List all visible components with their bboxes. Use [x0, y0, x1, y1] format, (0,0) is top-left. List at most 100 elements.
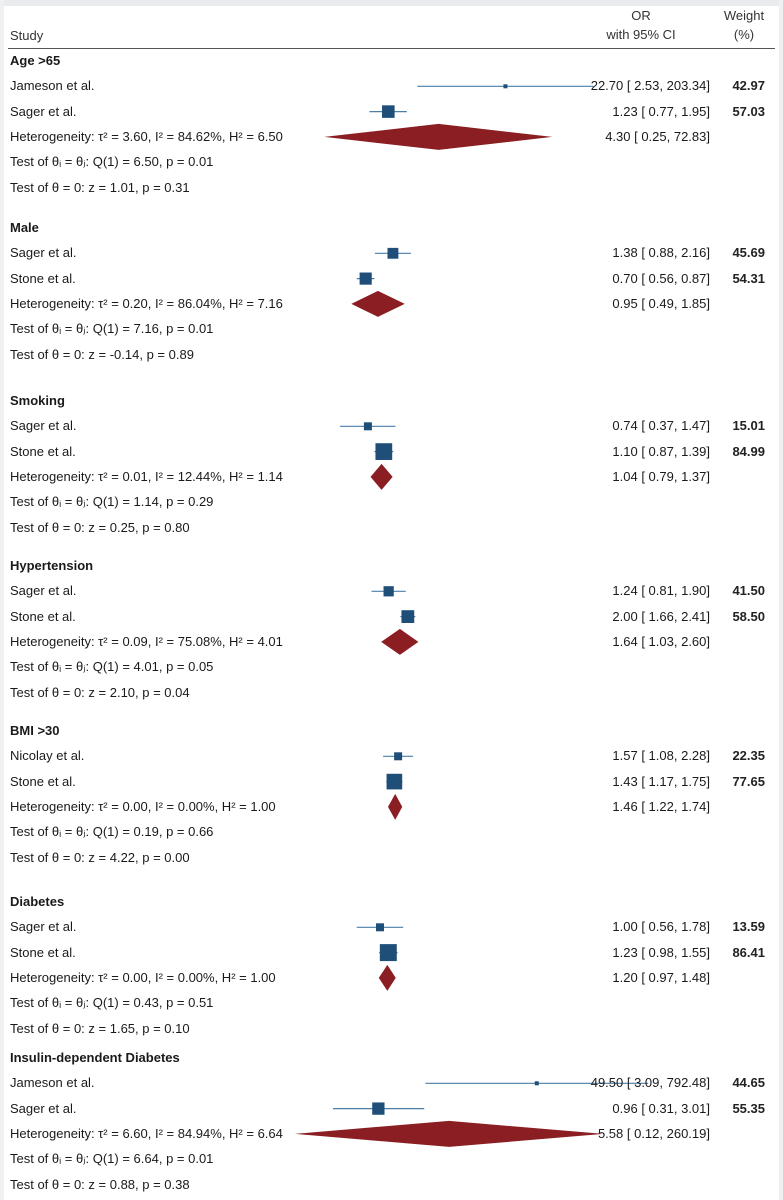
study-weight: 13.59 — [732, 919, 765, 935]
study-marker — [401, 610, 415, 623]
study-marker — [534, 1081, 539, 1086]
summary-diamond — [324, 123, 553, 150]
study-weight: 77.65 — [732, 773, 765, 789]
study-marker — [387, 247, 399, 259]
study-name: Stone et al. — [10, 773, 76, 789]
group-title: Hypertension — [10, 558, 94, 573]
heterogeneity-stats: Heterogeneity: τ² = 6.60, I² = 84.94%, H… — [10, 1125, 283, 1141]
summary-or-ci: 4.30 [ 0.25, 72.83] — [605, 128, 710, 144]
study-name: Jameson et al. — [10, 78, 95, 94]
study-weight: 55.35 — [732, 1100, 765, 1116]
study-name: Sager et al. — [10, 103, 77, 119]
group-title: Insulin-dependent Diabetes — [10, 1050, 180, 1065]
study-weight: 45.69 — [732, 245, 765, 261]
study-name: Stone et al. — [10, 443, 76, 459]
study-name: Jameson et al. — [10, 1075, 95, 1091]
header-or-label: OR — [631, 8, 651, 23]
study-or-ci: 1.57 [ 1.08, 2.28] — [612, 748, 710, 764]
study-name: Sager et al. — [10, 919, 77, 935]
test-heterogeneity: Test of θᵢ = θⱼ: Q(1) = 1.14, p = 0.29 — [10, 494, 214, 510]
summary-diamond — [378, 964, 396, 991]
group-title: Diabetes — [10, 894, 65, 909]
test-overall-effect: Test of θ = 0: z = 1.01, p = 0.31 — [10, 179, 190, 195]
study-marker — [372, 1102, 385, 1115]
header-study-label: Study — [10, 28, 44, 43]
test-overall-effect: Test of θ = 0: z = 0.88, p = 0.38 — [10, 1176, 190, 1192]
heterogeneity-stats: Heterogeneity: τ² = 3.60, I² = 84.62%, H… — [10, 128, 283, 144]
left-border — [0, 0, 4, 1200]
study-weight: 54.31 — [732, 270, 765, 286]
study-marker — [375, 443, 393, 460]
study-name: Stone et al. — [10, 608, 76, 624]
study-weight: 44.65 — [732, 1075, 765, 1091]
study-or-ci: 1.10 [ 0.87, 1.39] — [612, 443, 710, 459]
summary-diamond — [370, 463, 393, 490]
study-name: Sager et al. — [10, 245, 77, 261]
study-or-ci: 49.50 [ 3.09, 792.48] — [590, 1075, 710, 1091]
summary-or-ci: 1.20 [ 0.97, 1.48] — [612, 969, 710, 985]
study-marker — [359, 272, 372, 285]
study-marker — [376, 923, 384, 932]
group-title: Smoking — [10, 393, 65, 408]
study-marker — [394, 752, 403, 761]
test-heterogeneity: Test of θᵢ = θⱼ: Q(1) = 7.16, p = 0.01 — [10, 321, 214, 337]
study-or-ci: 0.74 [ 0.37, 1.47] — [612, 418, 710, 434]
summary-diamond — [351, 290, 405, 317]
test-overall-effect: Test of θ = 0: z = -0.14, p = 0.89 — [10, 346, 194, 362]
summary-or-ci: 0.95 [ 0.49, 1.85] — [612, 295, 710, 311]
summary-diamond — [387, 793, 403, 820]
test-heterogeneity: Test of θᵢ = θⱼ: Q(1) = 6.50, p = 0.01 — [10, 154, 214, 170]
summary-or-ci: 1.04 [ 0.79, 1.37] — [612, 468, 710, 484]
test-heterogeneity: Test of θᵢ = θⱼ: Q(1) = 4.01, p = 0.05 — [10, 659, 214, 675]
study-weight: 86.41 — [732, 944, 765, 960]
study-marker — [363, 422, 372, 431]
study-weight: 58.50 — [732, 608, 765, 624]
study-marker — [383, 586, 394, 597]
study-or-ci: 0.70 [ 0.56, 0.87] — [612, 270, 710, 286]
test-heterogeneity: Test of θᵢ = θⱼ: Q(1) = 6.64, p = 0.01 — [10, 1151, 214, 1167]
test-heterogeneity: Test of θᵢ = θⱼ: Q(1) = 0.19, p = 0.66 — [10, 824, 214, 840]
summary-diamond — [381, 628, 419, 655]
study-or-ci: 0.96 [ 0.31, 3.01] — [612, 1100, 710, 1116]
study-weight: 84.99 — [732, 443, 765, 459]
study-or-ci: 1.00 [ 0.56, 1.78] — [612, 919, 710, 935]
study-or-ci: 1.38 [ 0.88, 2.16] — [612, 245, 710, 261]
summary-or-ci: 5.58 [ 0.12, 260.19] — [597, 1125, 710, 1141]
study-weight: 57.03 — [732, 103, 765, 119]
header-weight-unit: (%) — [733, 27, 755, 42]
summary-or-ci: 1.64 [ 1.03, 2.60] — [612, 633, 710, 649]
study-or-ci: 1.23 [ 0.98, 1.55] — [612, 944, 710, 960]
test-overall-effect: Test of θ = 0: z = 0.25, p = 0.80 — [10, 519, 190, 535]
study-marker — [386, 773, 403, 790]
test-overall-effect: Test of θ = 0: z = 2.10, p = 0.04 — [10, 684, 190, 700]
study-or-ci: 1.24 [ 0.81, 1.90] — [612, 583, 710, 599]
study-or-ci: 1.43 [ 1.17, 1.75] — [612, 773, 710, 789]
study-name: Stone et al. — [10, 944, 76, 960]
study-name: Nicolay et al. — [10, 748, 85, 764]
study-or-ci: 2.00 [ 1.66, 2.41] — [612, 608, 710, 624]
study-or-ci: 22.70 [ 2.53, 203.34] — [590, 78, 710, 94]
study-weight: 15.01 — [732, 418, 765, 434]
group-title: Male — [10, 220, 39, 235]
study-weight: 42.97 — [732, 78, 765, 94]
test-overall-effect: Test of θ = 0: z = 4.22, p = 0.00 — [10, 849, 190, 865]
test-heterogeneity: Test of θᵢ = θⱼ: Q(1) = 0.43, p = 0.51 — [10, 995, 214, 1011]
study-name: Sager et al. — [10, 583, 77, 599]
summary-diamond — [294, 1120, 604, 1147]
heterogeneity-stats: Heterogeneity: τ² = 0.01, I² = 12.44%, H… — [10, 468, 283, 484]
study-or-ci: 1.23 [ 0.77, 1.95] — [612, 103, 710, 119]
study-marker — [379, 944, 397, 962]
summary-or-ci: 1.46 [ 1.22, 1.74] — [612, 798, 710, 814]
test-overall-effect: Test of θ = 0: z = 1.65, p = 0.10 — [10, 1020, 190, 1036]
header-or-ci-label: with 95% CI — [606, 27, 676, 42]
top-border — [0, 0, 783, 6]
study-weight: 41.50 — [732, 583, 765, 599]
study-name: Sager et al. — [10, 418, 77, 434]
study-name: Sager et al. — [10, 1100, 77, 1116]
heterogeneity-stats: Heterogeneity: τ² = 0.09, I² = 75.08%, H… — [10, 633, 283, 649]
heterogeneity-stats: Heterogeneity: τ² = 0.00, I² = 0.00%, H²… — [10, 969, 276, 985]
study-name: Stone et al. — [10, 270, 76, 286]
heterogeneity-stats: Heterogeneity: τ² = 0.20, I² = 86.04%, H… — [10, 295, 283, 311]
